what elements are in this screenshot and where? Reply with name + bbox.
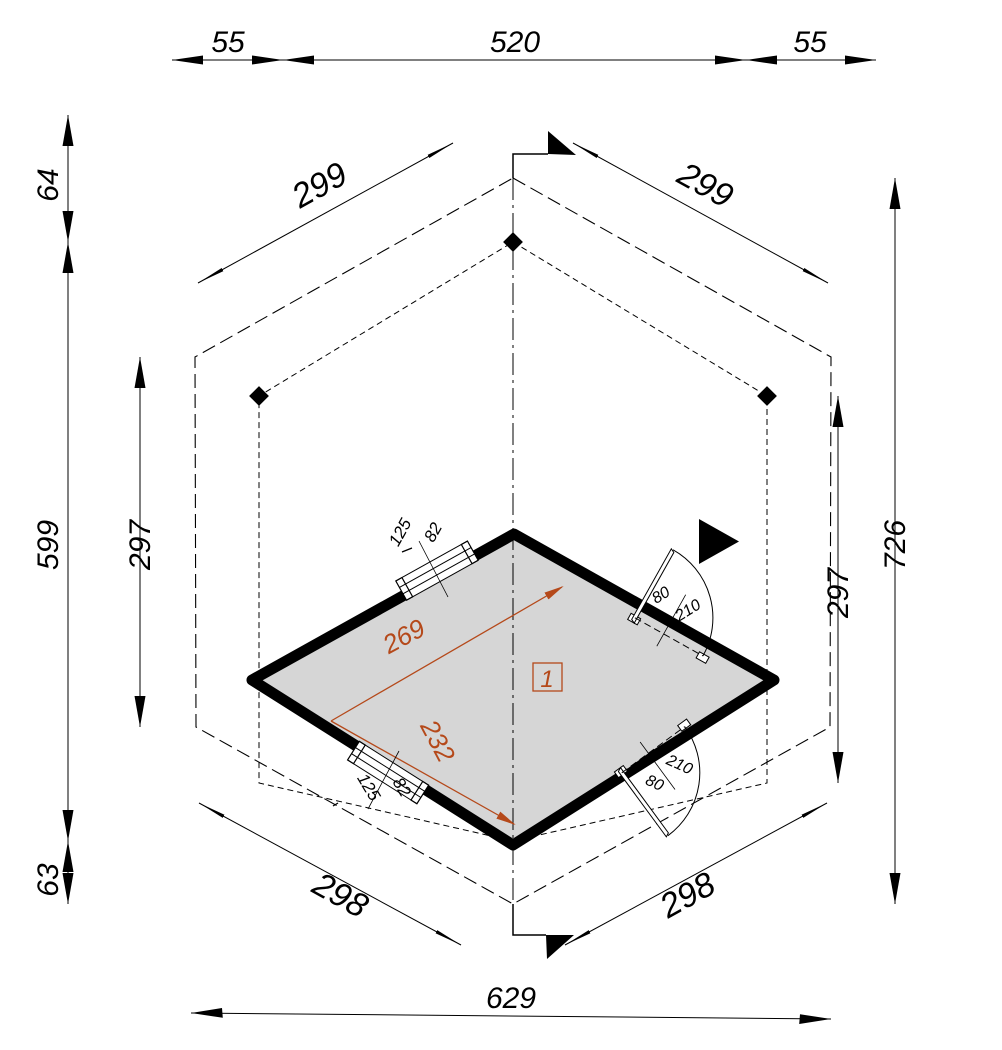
svg-text:726: 726: [879, 520, 912, 570]
svg-text:298: 298: [305, 865, 374, 926]
svg-text:1: 1: [540, 666, 553, 693]
svg-text:297: 297: [822, 567, 855, 619]
svg-text:125: 125: [385, 515, 416, 549]
svg-text:82: 82: [420, 519, 446, 545]
svg-text:629: 629: [486, 982, 536, 1015]
svg-text:299: 299: [670, 155, 739, 216]
svg-text:299: 299: [285, 155, 354, 216]
svg-text:64: 64: [32, 168, 65, 201]
svg-text:55: 55: [793, 26, 827, 59]
svg-text:599: 599: [32, 520, 65, 570]
svg-text:520: 520: [490, 26, 540, 59]
svg-text:298: 298: [653, 865, 722, 926]
svg-text:55: 55: [211, 26, 245, 59]
svg-text:297: 297: [124, 519, 157, 571]
svg-text:63: 63: [32, 863, 65, 897]
